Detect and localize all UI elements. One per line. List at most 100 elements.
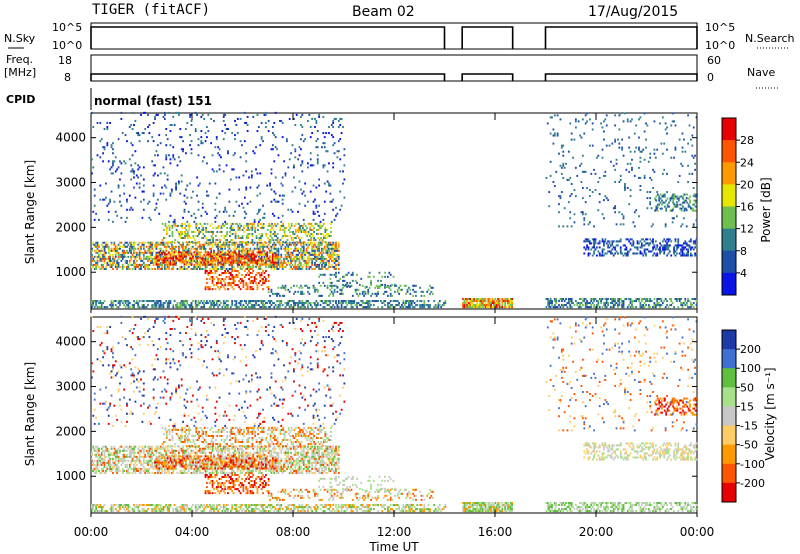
echo-cell [160,193,162,195]
echo-cell [303,258,305,260]
echo-cell [170,144,172,146]
echo-cell [583,252,585,254]
echo-cell [324,201,326,203]
echo-cell [318,114,320,116]
echo-cell [216,255,218,257]
echo-cell [276,295,278,297]
echo-cell [280,221,282,223]
echo-cell [429,293,431,295]
echo-cell [696,300,698,302]
echo-cell [247,130,249,132]
echo-cell [645,139,647,141]
echo-cell [206,263,208,265]
echo-cell [679,139,681,141]
echo-cell [212,233,214,235]
echo-cell [172,266,174,268]
echo-cell [367,291,369,293]
echo-cell [254,231,256,233]
echo-cell [275,244,277,246]
echo-cell [297,211,299,213]
echo-cell [234,138,236,140]
echo-cell [226,227,228,229]
echo-cell [328,126,330,128]
echo-cell [153,193,155,195]
echo-cell [435,304,437,306]
echo-cell [95,266,97,268]
echo-cell [287,166,289,168]
echo-cell [675,255,677,257]
echo-cell [193,264,195,266]
echo-cell [322,250,324,252]
echo-cell [686,197,688,199]
echo-cell [165,128,167,130]
echo-cell [126,217,128,219]
echo-cell [193,237,195,239]
echo-cell [567,225,569,227]
echo-cell [310,266,312,268]
echo-cell [226,233,228,235]
echo-cell [235,201,237,203]
echo-cell [122,302,124,304]
echo-cell [300,116,302,118]
echo-cell [666,173,668,175]
echo-cell [644,240,646,242]
echo-cell [639,240,641,242]
echo-cell [606,197,608,199]
echo-cell [568,151,570,153]
echo-cell [597,250,599,252]
echo-cell [258,221,260,223]
echo-cell [257,229,259,231]
echo-cell [129,158,131,160]
echo-cell [137,168,139,170]
echo-cell [482,302,484,304]
echo-cell [214,183,216,185]
echo-cell [280,227,282,229]
echo-cell [123,185,125,187]
echo-cell [254,221,256,223]
echo-cell [352,272,354,274]
echo-cell [684,151,686,153]
echo-cell [202,142,204,144]
echo-cell [294,233,296,235]
echo-cell [265,257,267,259]
echo-cell [303,304,305,306]
sky-right-bottom: 10^0 [705,39,735,52]
echo-cell [384,284,386,286]
echo-cell [98,450,100,452]
echo-cell [667,198,669,200]
echo-cell [140,246,142,248]
echo-cell [217,286,219,288]
echo-cell [334,254,336,256]
echo-cell [162,223,164,225]
echo-cell [273,229,275,231]
echo-cell [94,244,96,246]
echo-cell [163,306,165,308]
echo-cell [108,203,110,205]
echo-cell [136,174,138,176]
echo-cell [673,248,675,250]
echo-cell [589,221,591,223]
echo-cell [212,237,214,239]
echo-cell [511,304,513,306]
echo-cell [416,304,418,306]
echo-cell [665,223,667,225]
echo-cell [336,304,338,306]
echo-cell [185,255,187,257]
echo-cell [271,268,273,270]
echo-cell [227,128,229,130]
echo-cell [199,244,201,246]
echo-cell [582,155,584,157]
echo-cell [673,157,675,159]
echo-cell [257,246,259,248]
echo-cell [172,304,174,306]
echo-cell [113,201,115,203]
echo-cell [104,256,106,258]
echo-cell [206,278,208,280]
echo-cell [119,266,121,268]
echo-cell [621,213,623,215]
echo-cell [137,248,139,250]
echo-cell [689,244,691,246]
echo-cell [233,257,235,259]
cpid-label: CPID [6,93,35,106]
echo-cell [224,207,226,209]
